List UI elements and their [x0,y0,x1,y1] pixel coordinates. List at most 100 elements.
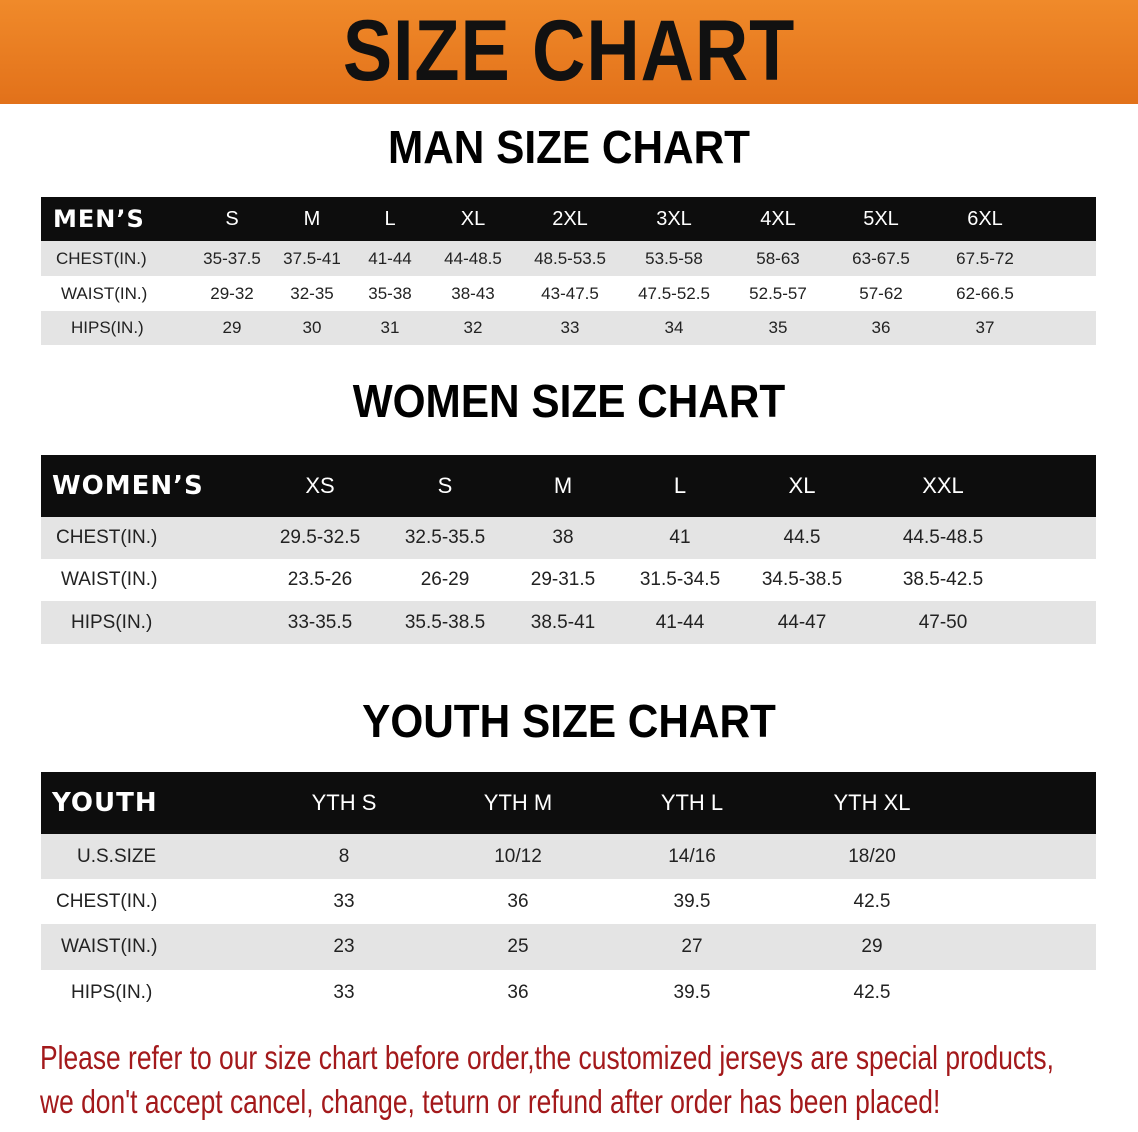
men-size-header: 2XL [552,207,588,230]
women-size-header: L [673,473,687,498]
youth-header-row: YOUTH YTH S YTH M YTH L YTH XL [41,772,1096,834]
youth-size-header: YTH S [311,790,377,815]
row-label: U.S.SIZE [77,845,157,867]
measurement-cell: 29 [222,318,242,337]
row-label: HIPS(IN.) [71,318,144,337]
measurement-cell: 23.5-26 [287,569,353,590]
measurement-cell: 42.5 [853,981,891,1003]
measurement-cell: 47-50 [918,611,968,633]
measurement-cell: 52.5-57 [749,283,807,303]
measurement-cell: 53.5-58 [645,248,703,268]
youth-table-row: WAIST(IN.) 23 25 27 29 [41,924,1096,970]
row-label: WAIST(IN.) [61,936,158,957]
measurement-cell: 38 [552,527,574,548]
youth-size-header: YTH XL [833,790,911,815]
measurement-cell: 34 [664,318,684,337]
women-table-row: CHEST(IN.) 29.5-32.5 32.5-35.5 38 41 44.5 44.5… [41,517,1096,559]
measurement-cell: 25 [507,936,529,957]
measurement-cell: 27 [681,936,703,957]
row-label: HIPS(IN.) [71,981,153,1003]
youth-table-row: U.S.SIZE 8 10/12 14/16 18/20 [41,834,1096,879]
youth-size-header: YTH L [660,790,724,815]
measurement-cell: 33-35.5 [287,611,353,633]
measurement-cell: 63-67.5 [852,248,910,268]
women-header-row: WOMEN’S XS S M L XL XXL [41,455,1096,517]
men-section-title: MAN SIZE CHART [387,121,751,173]
measurement-cell: 36 [871,318,891,337]
measurement-cell: 30 [302,318,322,337]
measurement-cell: 41-44 [368,248,412,268]
measurement-cell: 44.5-48.5 [902,527,984,548]
measurement-cell: 42.5 [853,890,891,912]
men-size-header: 4XL [760,207,796,230]
men-size-header: 6XL [967,207,1003,230]
women-section-title: WOMEN SIZE CHART [352,375,786,427]
women-size-header: XXL [922,473,964,498]
measurement-cell: 33 [560,318,580,337]
row-label: WAIST(IN.) [61,569,158,590]
measurement-cell: 31.5-34.5 [639,569,721,590]
men-size-header: M [303,207,321,230]
women-size-header: M [553,473,573,498]
measurement-cell: 33 [333,981,355,1003]
measurement-cell: 57-62 [859,283,903,303]
men-table-row: WAIST(IN.) 29-32 32-35 35-38 38-43 43-47.5 47.… [41,276,1096,311]
men-header-row: MEN’S S M L XL 2XL 3XL 4XL 5XL 6XL [41,197,1096,241]
men-size-header: 5XL [863,207,899,230]
notice-line-2: we don't accept cancel, change, teturn o… [40,1083,941,1120]
measurement-cell: 67.5-72 [956,248,1014,268]
men-table-title: MEN’S [53,205,145,233]
measurement-cell: 10/12 [494,845,542,867]
banner-title: SIZE CHART [342,3,796,99]
measurement-cell: 33 [333,890,355,912]
measurement-cell: 29-31.5 [530,569,596,590]
women-table-title: WOMEN’S [52,471,204,501]
measurement-cell: 29-32 [210,283,254,303]
row-label: WAIST(IN.) [61,283,148,303]
measurement-cell: 43-47.5 [541,283,599,303]
youth-section-title: YOUTH SIZE CHART [362,695,776,747]
notice-line-1: Please refer to our size chart before or… [40,1039,1054,1076]
men-size-header: XL [460,207,486,230]
banner: SIZE CHART [0,0,1138,104]
measurement-cell: 47.5-52.5 [638,283,710,303]
women-table-row: WAIST(IN.) 23.5-26 26-29 29-31.5 31.5-34.5 34… [41,559,1096,601]
measurement-cell: 36 [507,981,529,1003]
youth-table-row: CHEST(IN.) 33 36 39.5 42.5 [41,879,1096,924]
measurement-cell: 38.5-41 [530,611,596,633]
measurement-cell: 38-43 [451,283,495,303]
row-label: CHEST(IN.) [56,890,158,912]
youth-size-table: YOUTH YTH S YTH M YTH L YTH XL U.S.SIZE 8 10/12… [41,772,1096,1015]
row-label: CHEST(IN.) [56,248,147,268]
measurement-cell: 26-29 [420,569,470,590]
measurement-cell: 41-44 [655,611,705,633]
measurement-cell: 37.5-41 [283,248,341,268]
measurement-cell: 35-37.5 [203,248,261,268]
measurement-cell: 38.5-42.5 [902,569,984,590]
measurement-cell: 39.5 [673,890,711,912]
order-notice: Please refer to our size chart before or… [40,1036,1080,1124]
measurement-cell: 32-35 [290,283,334,303]
women-size-header: XS [305,473,335,498]
measurement-cell: 29.5-32.5 [279,527,361,548]
men-size-header: S [225,207,239,230]
measurement-cell: 37 [975,318,995,337]
women-table-row: HIPS(IN.) 33-35.5 35.5-38.5 38.5-41 41-44 44-… [41,601,1096,644]
measurement-cell: 44-48.5 [444,248,502,268]
measurement-cell: 32.5-35.5 [404,527,486,548]
measurement-cell: 35 [768,318,788,337]
men-size-table: MEN’S S M L XL 2XL 3XL 4XL 5XL 6XL CHEST(IN.) 35-37… [41,197,1096,345]
measurement-cell: 36 [507,890,529,912]
men-size-header: L [384,207,396,230]
measurement-cell: 8 [338,845,350,867]
women-size-table: WOMEN’S XS S M L XL XXL CHEST(IN.) 29.5-32.5 32.5… [41,455,1096,644]
measurement-cell: 35.5-38.5 [404,611,486,633]
measurement-cell: 31 [380,318,400,337]
youth-size-header: YTH M [483,790,553,815]
measurement-cell: 44-47 [777,611,827,633]
measurement-cell: 41 [669,527,691,548]
men-table-row: HIPS(IN.) 29 30 31 32 33 34 35 36 37 [41,311,1096,345]
measurement-cell: 32 [463,318,483,337]
row-label: CHEST(IN.) [56,527,158,548]
youth-table-row: HIPS(IN.) 33 36 39.5 42.5 [41,970,1096,1015]
